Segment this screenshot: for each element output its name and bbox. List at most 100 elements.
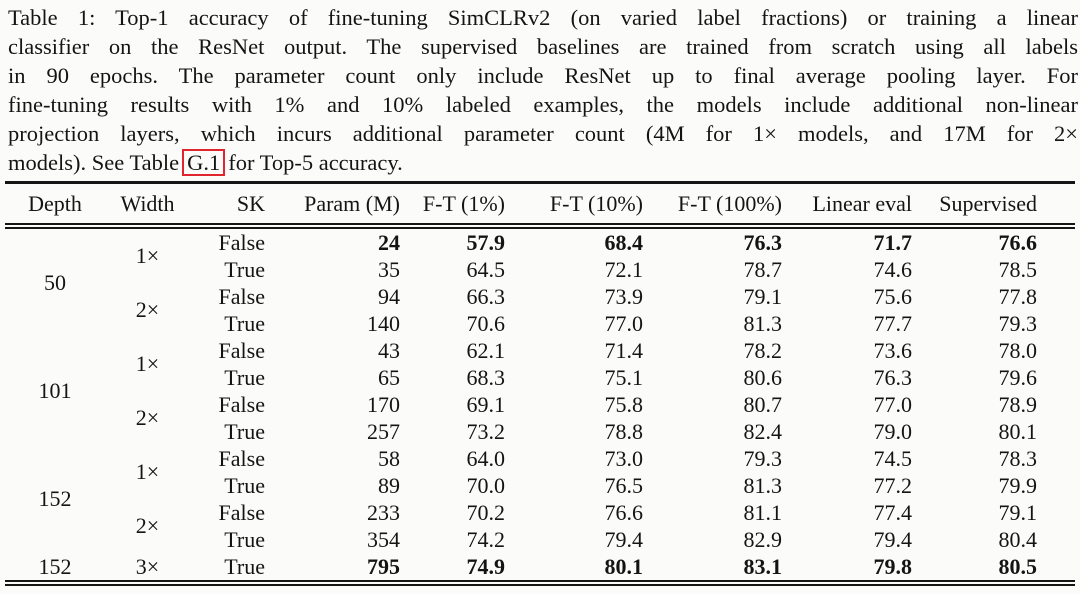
caption-line: fine-tuning results with 1% and 10% labe… [8,92,1078,117]
value-cell: 57.9 [466,229,506,255]
value-cell: 70.2 [466,499,506,525]
value-cell: 79.8 [873,553,913,579]
table-header: Depth Width SK Param (M) F-T (1%) F-T (1… [5,182,1075,229]
sk-cell: True [224,472,265,498]
depth-cell: 101 [38,378,72,403]
value-cell: 73.6 [873,337,913,363]
value-cell: 73.2 [466,418,506,444]
value-cell: 80.1 [604,553,644,579]
value-cell: 70.6 [466,310,506,336]
value-cell: 79.4 [873,526,913,552]
caption-line: classifier on the ResNet output. The sup… [8,34,1078,59]
value-cell: 69.1 [466,391,506,417]
value-cell: 70.0 [466,472,506,498]
header-width: Width [105,182,190,229]
value-cell: 77.4 [873,499,913,525]
value-cell: 79.9 [998,472,1038,498]
value-cell: 74.5 [873,445,913,471]
width-cell: 1× [135,459,160,484]
width-cell: 3× [135,553,160,579]
value-cell: 82.9 [743,526,783,552]
sk-cell: False [218,499,265,525]
value-cell: 79.1 [998,499,1038,525]
table-caption: Table 1: Top-1 accuracy of fine-tuning S… [0,0,1080,177]
table-row: True 65 68.3 75.1 80.6 76.3 79.6 [5,364,1075,391]
value-cell: 79.3 [743,445,783,471]
sk-cell: True [224,553,265,579]
value-cell: 81.3 [743,472,783,498]
value-cell: 80.7 [743,391,783,417]
value-cell: 74.6 [873,256,913,282]
table-row: True 89 70.0 76.5 81.3 77.2 79.9 [5,472,1075,499]
value-cell: 75.1 [604,364,644,390]
value-cell: 66.3 [466,283,506,309]
value-cell: 795 [367,553,400,579]
value-cell: 78.3 [998,445,1038,471]
table-row: 152 3× True 795 74.9 80.1 83.1 79.8 80.5 [5,553,1075,583]
value-cell: 58 [378,445,400,471]
value-cell: 233 [367,499,400,525]
value-cell: 68.4 [604,229,644,255]
value-cell: 73.9 [604,283,644,309]
results-table: Depth Width SK Param (M) F-T (1%) F-T (1… [5,181,1075,586]
value-cell: 83.1 [743,553,783,579]
sk-cell: True [224,364,265,390]
header-ft1: F-T (1%) [400,182,505,229]
value-cell: 140 [367,310,400,336]
value-cell: 72.1 [604,256,644,282]
value-cell: 79.6 [998,364,1038,390]
value-cell: 79.1 [743,283,783,309]
sk-cell: False [218,337,265,363]
value-cell: 77.2 [873,472,913,498]
table-row: True 35 64.5 72.1 78.7 74.6 78.5 [5,256,1075,283]
sk-cell: False [218,229,265,255]
header-depth: Depth [5,182,105,229]
value-cell: 43 [378,337,400,363]
header-ft100: F-T (100%) [643,182,782,229]
value-cell: 80.4 [998,526,1038,552]
depth-cell: 152 [38,486,72,511]
table-ref-link[interactable]: G.1 [182,149,226,176]
value-cell: 80.1 [998,418,1038,444]
value-cell: 94 [378,283,400,309]
sk-cell: False [218,445,265,471]
table-row: True 354 74.2 79.4 82.9 79.4 80.4 [5,526,1075,553]
header-row: Depth Width SK Param (M) F-T (1%) F-T (1… [5,182,1075,229]
value-cell: 89 [378,472,400,498]
value-cell: 76.3 [873,364,913,390]
value-cell: 80.5 [998,553,1038,579]
value-cell: 257 [367,418,400,444]
caption-line: in 90 epochs. The parameter count only i… [8,63,1078,88]
width-cell: 2× [135,297,160,322]
caption-text: models). See Table [8,150,180,175]
value-cell: 62.1 [466,337,506,363]
value-cell: 81.1 [743,499,783,525]
value-cell: 35 [378,256,400,282]
width-cell: 2× [135,513,160,538]
header-supervised: Supervised [912,182,1075,229]
value-cell: 77.7 [873,310,913,336]
caption-line: Table 1: Top-1 accuracy of fine-tuning S… [8,5,1078,30]
value-cell: 81.3 [743,310,783,336]
sk-cell: False [218,391,265,417]
value-cell: 74.2 [466,526,506,552]
value-cell: 75.6 [873,283,913,309]
value-cell: 80.6 [743,364,783,390]
results-table-body: 50 1× False 24 57.9 68.4 76.3 71.7 76.6 True 35 64.… [5,226,1075,583]
value-cell: 71.7 [873,229,913,255]
table-row: True 257 73.2 78.8 82.4 79.0 80.1 [5,418,1075,445]
value-cell: 75.8 [604,391,644,417]
value-cell: 76.5 [604,472,644,498]
value-cell: 79.0 [873,418,913,444]
value-cell: 78.9 [998,391,1038,417]
value-cell: 78.5 [998,256,1038,282]
table-row: 50 1× False 24 57.9 68.4 76.3 71.7 76.6 [5,226,1075,296]
value-cell: 79.3 [998,310,1038,336]
sk-cell: True [224,256,265,282]
value-cell: 77.0 [604,310,644,336]
value-cell: 64.0 [466,445,506,471]
value-cell: 65 [378,364,400,390]
caption-text: for Top-5 accuracy. [228,150,403,175]
value-cell: 78.8 [604,418,644,444]
